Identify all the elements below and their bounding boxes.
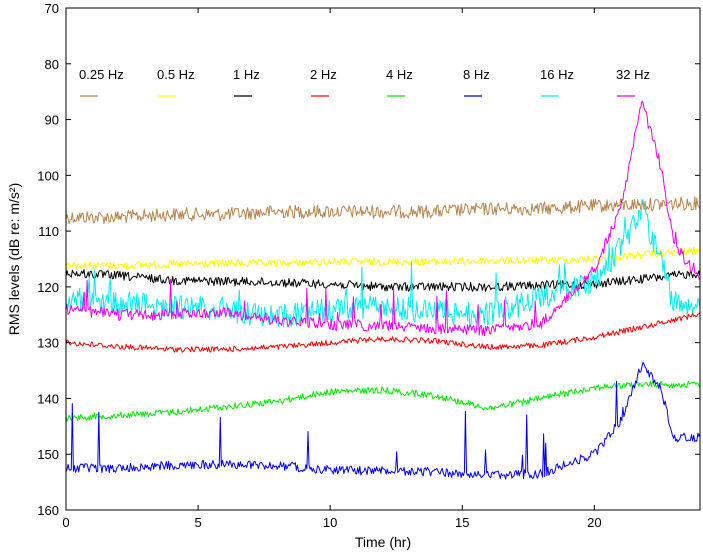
x-tick-label: 15 <box>455 515 469 530</box>
x-tick-label: 20 <box>587 515 601 530</box>
y-axis-title: RMS levels (dB re: m/s²) <box>6 183 22 335</box>
x-tick-label: 5 <box>194 515 201 530</box>
series-line-8-hz <box>65 361 701 480</box>
legend-item: 4 Hz <box>386 67 413 97</box>
y-tick-label: 120 <box>37 280 59 295</box>
plot-series-group <box>65 100 701 480</box>
axis-ticks-group: 0 5 10 15 20 70 80 90 100 110 120 130 140 150 160 <box>37 1 700 530</box>
legend-label: 2 Hz <box>310 67 337 82</box>
legend-item: 0.5 Hz <box>157 67 195 97</box>
x-tick-label: 0 <box>62 515 69 530</box>
y-tick-label: 150 <box>37 447 59 462</box>
series-line-0-25-hz <box>65 196 701 225</box>
y-tick-label: 110 <box>38 224 59 239</box>
legend-label: 16 Hz <box>540 67 574 82</box>
y-tick-label: 70 <box>45 1 59 16</box>
x-tick-label: 10 <box>323 515 337 530</box>
y-tick-label: 140 <box>37 391 59 406</box>
legend: 0.25 Hz 0.5 Hz 1 Hz 2 Hz 4 Hz 8 Hz 16 Hz 32 Hz <box>79 67 650 97</box>
y-tick-label: 90 <box>45 113 59 128</box>
legend-item: 8 Hz <box>463 67 490 97</box>
series-line-4-hz <box>65 380 701 422</box>
series-line-1-hz <box>65 269 701 292</box>
legend-item: 1 Hz <box>233 67 260 97</box>
legend-item: 16 Hz <box>540 67 574 97</box>
legend-item: 32 Hz <box>616 67 650 97</box>
plot-area-frame <box>65 7 701 511</box>
y-tick-label: 130 <box>37 336 59 351</box>
legend-label: 0.5 Hz <box>157 67 195 82</box>
y-tick-label: 80 <box>45 57 59 72</box>
x-axis-title: Time (hr) <box>355 534 411 550</box>
y-tick-label: 100 <box>37 168 59 183</box>
legend-label: 1 Hz <box>233 67 260 82</box>
legend-label: 32 Hz <box>616 67 650 82</box>
legend-item: 2 Hz <box>310 67 337 97</box>
legend-item: 0.25 Hz <box>79 67 124 97</box>
legend-label: 4 Hz <box>386 67 413 82</box>
legend-label: 8 Hz <box>463 67 490 82</box>
y-tick-label: 160 <box>37 503 59 518</box>
legend-label: 0.25 Hz <box>79 67 124 82</box>
series-line-16-hz <box>65 199 701 328</box>
series-line-0-5-hz <box>65 246 701 270</box>
series-line-32-hz <box>65 100 701 337</box>
series-line-2-hz <box>65 312 701 353</box>
